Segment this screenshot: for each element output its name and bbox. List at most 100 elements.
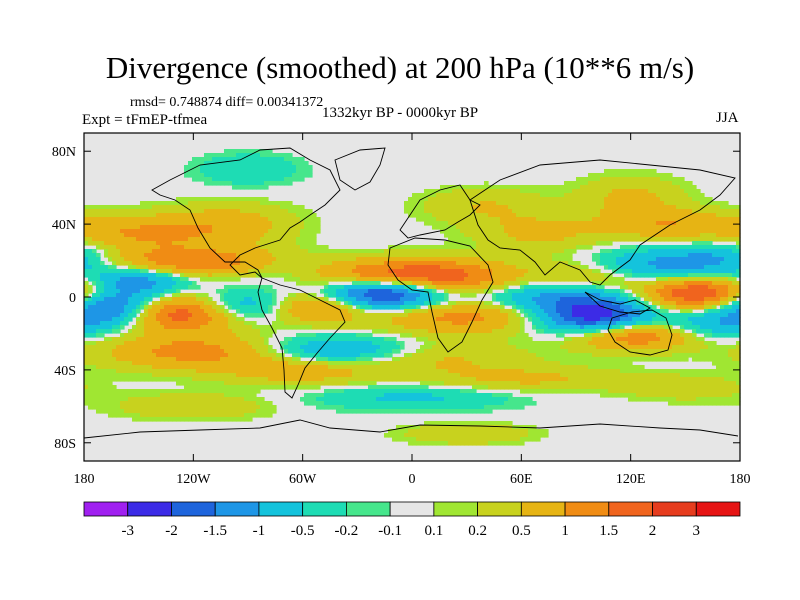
field-cell — [500, 253, 505, 258]
field-cell — [688, 265, 693, 270]
field-cell — [144, 205, 149, 210]
field-cell — [580, 201, 585, 206]
field-cell — [224, 153, 229, 158]
field-cell — [304, 277, 309, 282]
field-cell — [444, 201, 449, 206]
field-cell — [576, 273, 581, 278]
field-cell — [372, 313, 377, 318]
field-cell — [120, 213, 125, 218]
field-cell — [240, 261, 245, 266]
field-cell — [356, 301, 361, 306]
field-cell — [392, 321, 397, 326]
field-cell — [96, 269, 101, 274]
field-cell — [148, 313, 153, 318]
field-cell — [424, 205, 429, 210]
field-cell — [244, 173, 249, 178]
field-cell — [292, 229, 297, 234]
field-cell — [512, 221, 517, 226]
field-cell — [240, 169, 245, 174]
field-cell — [260, 233, 265, 238]
field-cell — [440, 205, 445, 210]
field-cell — [144, 265, 149, 270]
field-cell — [284, 161, 289, 166]
field-cell — [460, 245, 465, 250]
field-cell — [304, 173, 309, 178]
field-cell — [572, 185, 577, 190]
field-cell — [168, 301, 173, 306]
field-cell — [200, 157, 205, 162]
field-cell — [124, 205, 129, 210]
field-cell — [564, 313, 569, 318]
field-cell — [192, 229, 197, 234]
field-cell — [664, 245, 669, 250]
field-cell — [84, 269, 89, 274]
field-cell — [532, 245, 537, 250]
field-cell — [388, 277, 393, 282]
field-cell — [200, 237, 205, 242]
field-cell — [544, 253, 549, 258]
field-cell — [304, 169, 309, 174]
field-cell — [204, 293, 209, 298]
field-cell — [208, 221, 213, 226]
field-cell — [436, 225, 441, 230]
field-cell — [568, 229, 573, 234]
field-cell — [424, 197, 429, 202]
field-cell — [228, 253, 233, 258]
field-cell — [228, 201, 233, 206]
field-cell — [560, 197, 565, 202]
field-cell — [120, 245, 125, 250]
field-cell — [616, 261, 621, 266]
field-cell — [284, 297, 289, 302]
field-cell — [120, 217, 125, 222]
field-cell — [160, 201, 165, 206]
field-cell — [700, 241, 705, 246]
field-cell — [180, 265, 185, 270]
field-cell — [512, 297, 517, 302]
field-cell — [476, 229, 481, 234]
field-cell — [264, 305, 269, 310]
field-cell — [404, 301, 409, 306]
field-cell — [228, 217, 233, 222]
field-cell — [732, 313, 737, 318]
field-cell — [120, 321, 125, 326]
field-cell — [444, 285, 449, 290]
field-cell — [580, 197, 585, 202]
field-cell — [148, 293, 153, 298]
field-cell — [548, 193, 553, 198]
field-cell — [204, 309, 209, 314]
field-cell — [116, 257, 121, 262]
field-cell — [456, 205, 461, 210]
field-cell — [596, 189, 601, 194]
field-cell — [188, 221, 193, 226]
field-cell — [360, 253, 365, 258]
field-cell — [612, 225, 617, 230]
field-cell — [284, 245, 289, 250]
field-cell — [188, 233, 193, 238]
field-cell — [216, 221, 221, 226]
field-cell — [644, 229, 649, 234]
field-cell — [648, 257, 653, 262]
field-cell — [620, 265, 625, 270]
field-cell — [356, 281, 361, 286]
field-cell — [268, 301, 273, 306]
field-cell — [156, 317, 161, 322]
field-cell — [360, 277, 365, 282]
field-cell — [340, 321, 345, 326]
field-cell — [564, 213, 569, 218]
field-cell — [724, 233, 729, 238]
field-cell — [504, 205, 509, 210]
field-cell — [304, 273, 309, 278]
field-cell — [184, 213, 189, 218]
field-cell — [376, 265, 381, 270]
field-cell — [288, 277, 293, 282]
field-cell — [488, 261, 493, 266]
field-cell — [176, 201, 181, 206]
field-cell — [400, 313, 405, 318]
field-cell — [296, 237, 301, 242]
field-cell — [184, 237, 189, 242]
field-cell — [288, 157, 293, 162]
field-cell — [176, 313, 181, 318]
field-cell — [84, 305, 89, 310]
field-cell — [212, 209, 217, 214]
field-cell — [460, 301, 465, 306]
